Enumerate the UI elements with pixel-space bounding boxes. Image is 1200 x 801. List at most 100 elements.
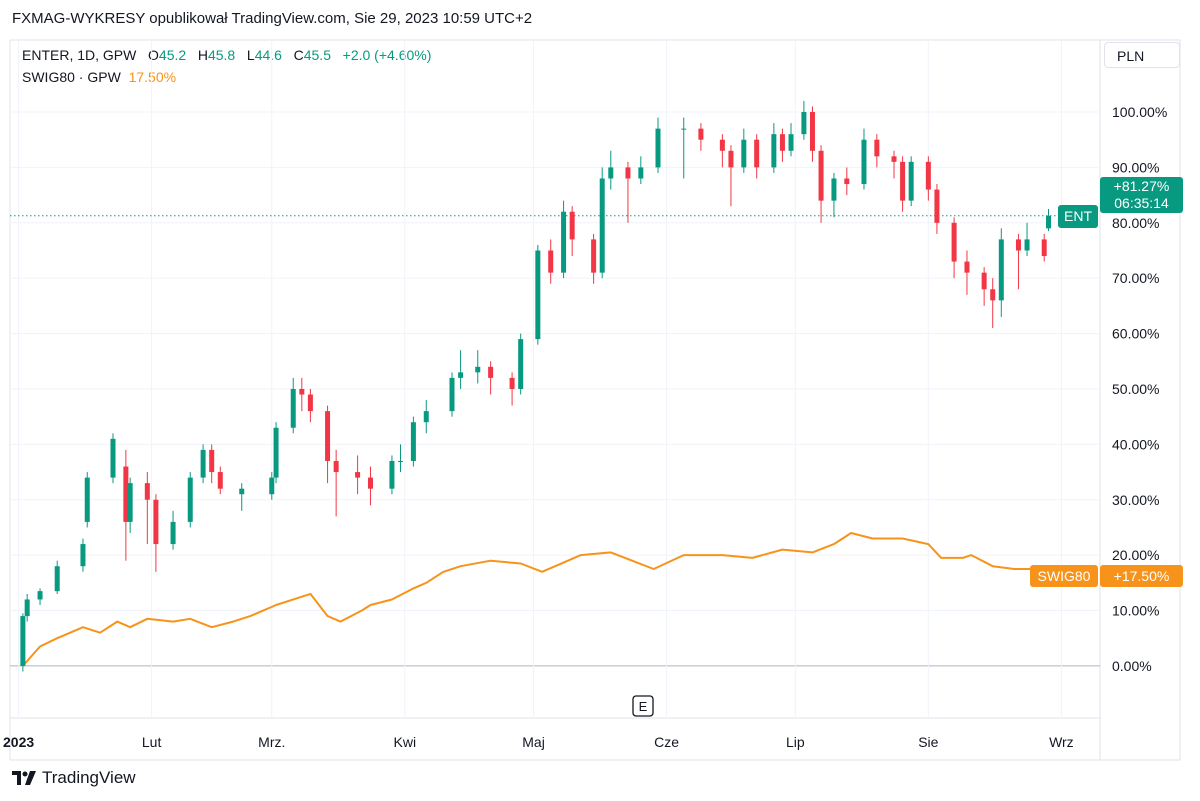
candle — [475, 350, 481, 384]
candle-body — [518, 339, 524, 389]
candle-body — [80, 544, 86, 567]
candle — [908, 156, 914, 207]
earnings-event-marker: E — [632, 695, 654, 717]
candle — [153, 494, 159, 572]
candle-body — [599, 178, 605, 273]
candle-body — [290, 388, 296, 428]
candle — [719, 134, 725, 168]
candle — [951, 217, 957, 279]
candle — [200, 444, 206, 484]
candle-body — [535, 250, 541, 340]
y-tick-label: 40.00% — [1112, 436, 1159, 452]
x-tick-label: Maj — [522, 734, 545, 750]
x-tick-label: Cze — [654, 734, 679, 750]
candle-body — [307, 394, 313, 412]
candle-body — [488, 366, 494, 378]
candle-body — [299, 388, 305, 395]
candle-body — [1015, 239, 1021, 251]
candle-body — [239, 488, 245, 495]
candle — [1024, 222, 1030, 257]
candle-body — [591, 239, 597, 273]
publish-title: FXMAG-WYKRESY opublikował TradingView.co… — [12, 10, 533, 27]
candle-body — [638, 167, 644, 179]
candle — [990, 278, 996, 329]
candle — [410, 416, 416, 467]
candle-body — [951, 222, 957, 262]
candle-body — [719, 139, 725, 151]
candle-body — [449, 377, 455, 412]
candle — [900, 156, 906, 212]
candle — [488, 361, 494, 395]
ent-price-value: +81.27% — [1113, 178, 1170, 194]
candle-body — [831, 178, 837, 201]
candle-body — [1041, 239, 1047, 257]
candle — [123, 449, 129, 561]
candle — [874, 134, 880, 168]
legend-open: 45.2 — [158, 47, 187, 63]
candle-body — [569, 211, 575, 240]
candle — [273, 422, 279, 484]
legend-compare-value: 17.50% — [128, 69, 177, 85]
candle-body — [273, 427, 279, 478]
candle — [818, 145, 824, 223]
tradingview-logo[interactable]: TradingView — [12, 768, 136, 788]
candle — [1015, 233, 1021, 290]
candle-body — [861, 139, 867, 185]
candle-body — [844, 178, 850, 185]
candle-body — [698, 128, 704, 140]
x-tick-label: Sie — [918, 734, 938, 750]
candle-body — [37, 591, 43, 600]
candle — [144, 472, 150, 545]
candle-body — [801, 112, 807, 135]
candle — [625, 161, 631, 223]
candle — [638, 156, 644, 185]
candle — [1046, 208, 1052, 232]
x-tick-label: Wrz — [1049, 734, 1074, 750]
swig80-price-label: +17.50% — [1100, 565, 1183, 587]
candle-body — [144, 483, 150, 500]
candle-body — [741, 139, 747, 168]
candle — [698, 123, 704, 151]
x-tick-label: Kwi — [394, 734, 417, 750]
candle-body — [925, 161, 931, 190]
candle — [110, 433, 116, 484]
candle — [20, 613, 26, 672]
candle-body — [728, 150, 734, 168]
candle — [398, 444, 404, 473]
candle — [599, 167, 605, 279]
y-tick-label: 50.00% — [1112, 381, 1159, 397]
candle — [290, 377, 296, 434]
candle-body — [458, 372, 464, 378]
candle — [608, 150, 614, 190]
candle — [389, 455, 395, 495]
y-tick-label: 80.00% — [1112, 215, 1159, 231]
candle-body — [788, 134, 794, 151]
candle-body — [475, 366, 481, 373]
candle — [569, 206, 575, 257]
candle — [771, 123, 777, 173]
candle-body — [127, 483, 133, 522]
candle-body — [818, 150, 824, 201]
candle-body — [779, 134, 785, 151]
chart-frame — [9, 39, 1181, 761]
y-tick-label: 90.00% — [1112, 159, 1159, 175]
candle-body — [410, 422, 416, 461]
event-marker-label: E — [639, 699, 648, 714]
x-tick-label: 2023 — [3, 734, 34, 750]
candle — [325, 405, 331, 484]
main-series-legend[interactable]: ENTER, 1D, GPW O45.2 H45.8 L44.6 C45.5 +… — [22, 47, 431, 63]
currency-button[interactable]: PLN — [1104, 42, 1180, 68]
candle — [333, 449, 339, 517]
candle-body — [771, 134, 777, 168]
candle — [239, 483, 245, 511]
swig80-line — [22, 532, 1049, 667]
candle — [80, 538, 86, 572]
legend-high-label: H — [197, 47, 208, 63]
candle — [934, 184, 940, 234]
legend-symbol: ENTER, 1D, GPW — [22, 47, 137, 63]
y-tick-label: 100.00% — [1112, 104, 1167, 120]
compare-series-legend[interactable]: SWIG80 · GPW 17.50% — [22, 69, 176, 85]
candle — [127, 477, 133, 533]
candle-body — [934, 189, 940, 223]
